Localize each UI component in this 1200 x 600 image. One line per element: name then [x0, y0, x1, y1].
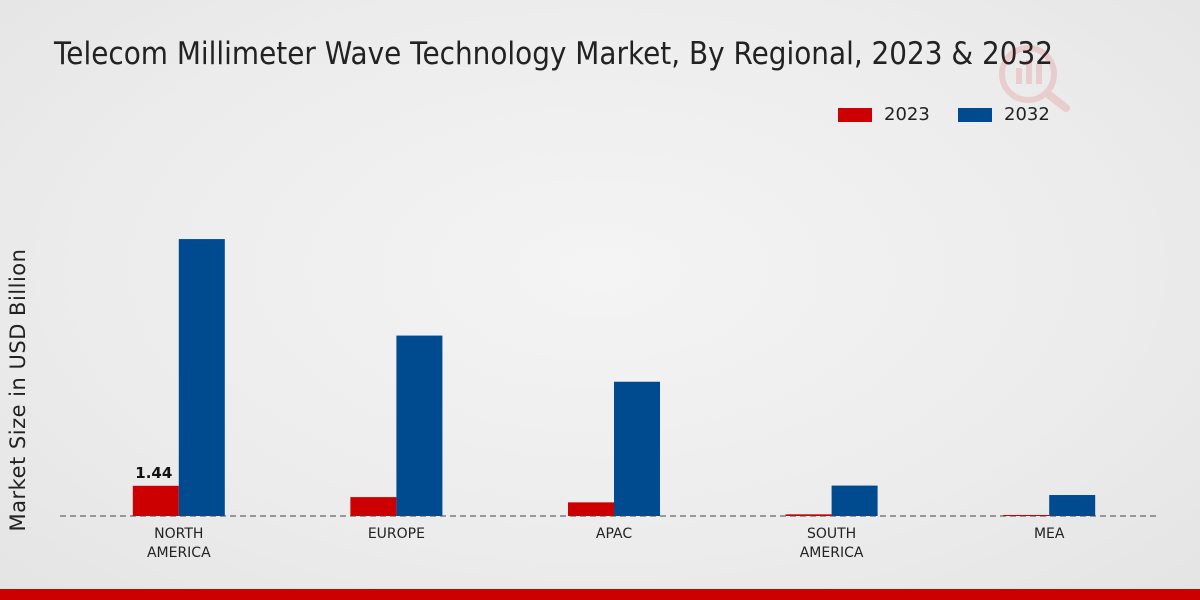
- legend-label-2023: 2023: [884, 104, 930, 125]
- bar-2023-europe: [350, 497, 397, 516]
- watermark-logo-icon: [999, 45, 1070, 112]
- x-tick-label: SOUTH AMERICA: [800, 526, 864, 561]
- bar-2032-apac: [614, 381, 660, 516]
- data-label: 1.44: [135, 464, 172, 482]
- x-tick-label: APAC: [596, 526, 632, 542]
- bar-2032-mea: [1049, 495, 1096, 516]
- bar-2032-europe: [396, 335, 443, 516]
- chart-title: Telecom Millimeter Wave Technology Marke…: [54, 36, 1054, 72]
- bar-2023-mea: [1003, 514, 1050, 516]
- legend-item-2032: 2032: [958, 104, 1050, 125]
- bar-2023-north-america: [132, 485, 179, 516]
- bar-2032-south-america: [831, 485, 878, 516]
- legend-swatch-2023: [838, 107, 872, 122]
- bar-2032-north-america: [178, 239, 225, 517]
- x-tick-label: EUROPE: [368, 526, 425, 542]
- x-tick-label: NORTH AMERICA: [147, 526, 211, 561]
- bottom-accent-bar: [0, 589, 1200, 600]
- bar-2023-south-america: [785, 514, 832, 516]
- legend-swatch-2032: [958, 107, 992, 122]
- bar-2023-apac: [568, 502, 614, 516]
- legend-label-2032: 2032: [1004, 104, 1050, 125]
- x-tick-label: MEA: [1034, 526, 1065, 542]
- legend-item-2023: 2023: [838, 104, 930, 125]
